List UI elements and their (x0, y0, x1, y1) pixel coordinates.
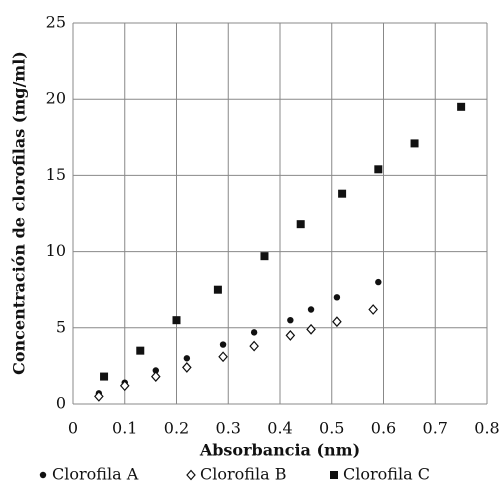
legend-label: Clorofila A (52, 465, 139, 484)
point (410, 139, 419, 148)
y-axis-label: Concentración de clorofilas (mg/ml) (10, 51, 29, 375)
x-tick-label: 0.3 (216, 419, 241, 438)
point (260, 252, 269, 261)
point (374, 165, 383, 174)
y-tick-label: 20 (46, 89, 66, 108)
y-tick-label: 10 (46, 241, 66, 260)
point (100, 372, 109, 381)
point (172, 316, 181, 325)
point (152, 367, 159, 374)
point (250, 329, 258, 336)
point (119, 380, 130, 392)
x-tick-label: 0.4 (267, 419, 292, 438)
point (332, 316, 342, 328)
x-tick-label: 0.8 (474, 419, 499, 438)
point (375, 278, 382, 286)
point (457, 102, 466, 111)
point (306, 323, 316, 335)
y-tick-label: 0 (56, 394, 66, 413)
point (296, 220, 305, 229)
legend-marker (39, 471, 47, 479)
y-tick-label: 25 (46, 13, 66, 32)
point (249, 340, 259, 352)
legend-label: Clorofila B (200, 465, 286, 484)
y-tick-label: 5 (56, 317, 66, 336)
point (136, 346, 145, 355)
point (287, 316, 294, 324)
point (219, 341, 227, 348)
x-tick-label: 0.1 (112, 419, 137, 438)
point (213, 285, 222, 294)
x-tick-label: 0.2 (164, 419, 189, 438)
y-tick-label: 15 (46, 165, 66, 184)
point (218, 351, 228, 363)
x-tick-label: 0.5 (319, 419, 344, 438)
legend-label: Clorofila C (343, 465, 430, 484)
x-tick-label: 0.7 (423, 419, 448, 438)
point (182, 362, 192, 373)
point (307, 306, 315, 313)
point (368, 304, 378, 315)
x-tick-label: 0 (68, 419, 78, 438)
point (183, 355, 191, 362)
point (333, 294, 341, 301)
point (94, 390, 104, 402)
point (338, 189, 347, 198)
x-axis-label: Absorbancia (nm) (199, 441, 360, 460)
legend-marker (186, 469, 196, 481)
point (285, 330, 296, 341)
legend-marker (330, 471, 338, 479)
x-tick-label: 0.6 (371, 419, 396, 438)
point (150, 371, 161, 382)
